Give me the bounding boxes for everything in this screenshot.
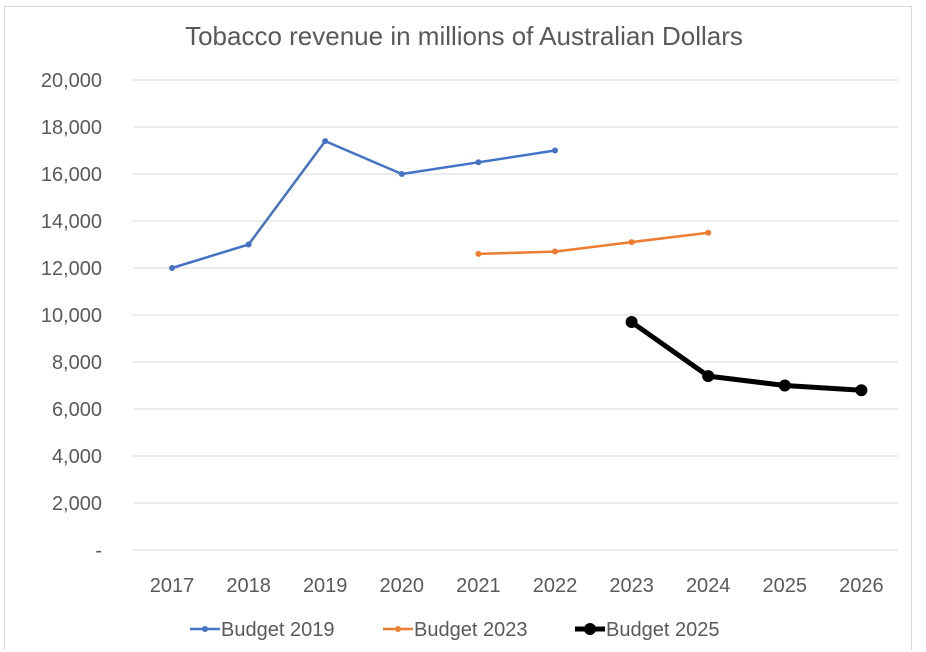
y-tick-label: -: [95, 540, 102, 562]
legend-marker-swatch: [202, 626, 208, 632]
legend-item: Budget 2023: [383, 619, 527, 641]
y-tick-label: 8,000: [52, 352, 102, 374]
data-point: [552, 147, 558, 154]
y-tick-label: 6,000: [52, 399, 102, 421]
data-point: [475, 250, 482, 257]
x-tick-label: 2017: [150, 575, 195, 597]
gridlines: [133, 79, 898, 551]
series-line: [477, 231, 710, 256]
data-point: [702, 370, 715, 383]
legend-item: Budget 2025: [575, 619, 719, 641]
y-tick-label: 20,000: [41, 70, 102, 92]
data-point: [322, 138, 329, 145]
series-line: [629, 319, 864, 393]
y-tick-label: 12,000: [41, 258, 102, 280]
legend-label: Budget 2025: [606, 619, 719, 641]
series-budget-2019: [169, 138, 558, 271]
y-tick-label: 2,000: [52, 493, 102, 515]
x-tick-label: 2025: [763, 575, 808, 597]
data-point: [705, 229, 712, 236]
legend-marker-swatch: [584, 623, 596, 635]
data-point: [475, 159, 482, 166]
x-tick-label: 2021: [456, 575, 501, 597]
series-lines: [169, 138, 868, 397]
legend-label: Budget 2023: [414, 619, 527, 641]
chart-title: Tobacco revenue in millions of Australia…: [185, 21, 743, 51]
legend: Budget 2019 Budget 2023 Budget 2025: [190, 619, 719, 641]
x-tick-label: 2024: [686, 575, 731, 597]
legend-item: Budget 2019: [190, 619, 334, 641]
chart-frame: [4, 6, 912, 650]
x-tick-label: 2019: [303, 575, 348, 597]
y-tick-label: 18,000: [41, 117, 102, 139]
y-axis-tick-labels: - 2,000 4,000 6,000 8,000 10,000 12,000 14,000 1…: [41, 70, 102, 562]
data-point: [628, 239, 635, 246]
y-tick-label: 10,000: [41, 305, 102, 327]
x-tick-label: 2018: [226, 575, 271, 597]
x-tick-label: 2023: [609, 575, 654, 597]
data-point: [169, 265, 175, 271]
data-point: [552, 248, 558, 255]
data-point: [855, 384, 868, 397]
data-point: [778, 379, 791, 392]
x-axis-tick-labels: 2017 2018 2019 2020 2021 2022 2023 2024 2025 2026: [150, 575, 884, 597]
y-tick-label: 14,000: [41, 211, 102, 233]
series-line: [170, 139, 557, 270]
legend-label: Budget 2019: [221, 619, 334, 641]
series-budget-2025: [625, 316, 868, 397]
y-tick-label: 4,000: [52, 446, 102, 468]
data-point: [398, 171, 405, 177]
series-budget-2023: [475, 229, 712, 257]
x-tick-label: 2020: [380, 575, 425, 597]
y-tick-label: 16,000: [41, 164, 102, 186]
data-point: [245, 241, 252, 248]
x-tick-label: 2022: [533, 575, 578, 597]
x-tick-label: 2026: [839, 575, 884, 597]
data-point: [625, 316, 638, 329]
legend-marker-swatch: [395, 626, 401, 632]
